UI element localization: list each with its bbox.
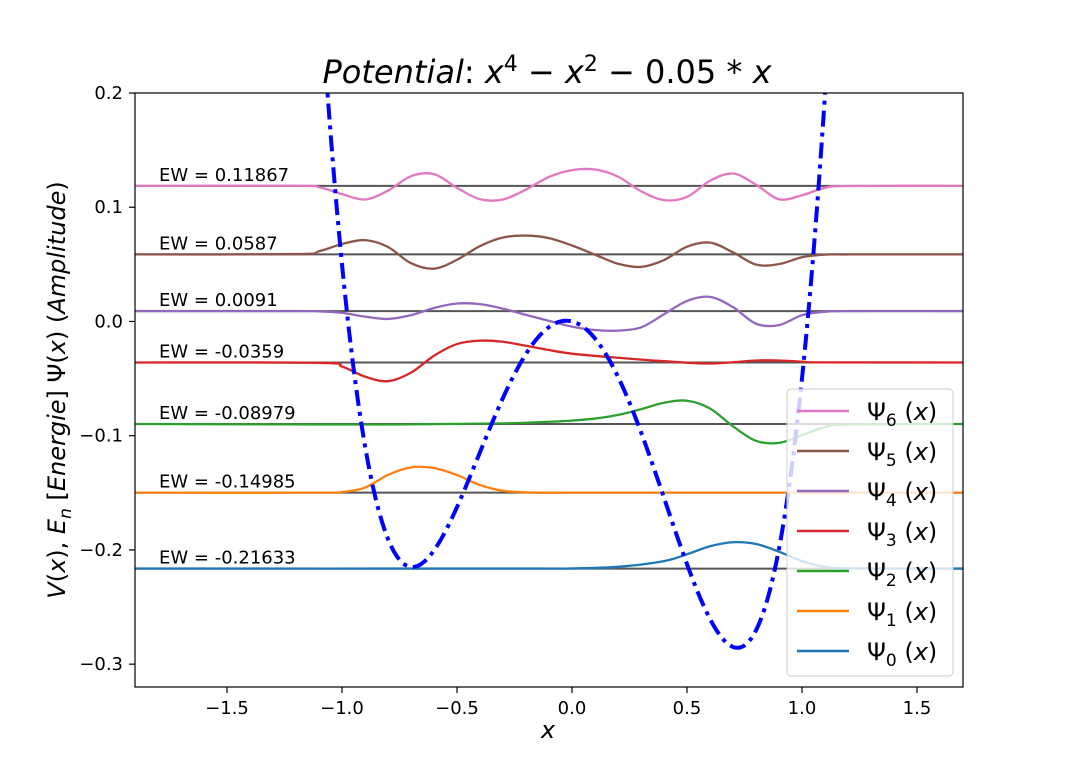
energy-label-6: EW = 0.11867 (159, 165, 289, 186)
y-tick-label: 0.1 (94, 197, 123, 218)
energy-labels: EW = -0.21633 EW = -0.14985 EW = -0.08979 E… (159, 165, 296, 569)
energy-label-5: EW = 0.0587 (159, 233, 278, 254)
y-tick-label: 0.2 (94, 83, 123, 104)
energy-label-2: EW = -0.08979 (159, 403, 296, 424)
x-tick-label: 1.0 (788, 698, 817, 719)
plot-frame (134, 92, 964, 688)
legend-label-psi-6: Ψ6 (x) (867, 398, 937, 431)
y-tick-label: −0.2 (79, 540, 123, 561)
axes: −1.5 −1.0 −0.5 0.0 0.5 1.0 1.5 0.2 0.1 0.0 −0.1 −0.… (79, 83, 964, 719)
potential-curve (325, 93, 828, 650)
legend-label-psi-2: Ψ2 (x) (867, 558, 937, 591)
energy-label-1: EW = -0.14985 (159, 472, 296, 493)
energy-label-4: EW = 0.0091 (159, 290, 278, 311)
x-tick-label: −1.0 (320, 698, 364, 719)
energy-label-3: EW = -0.0359 (159, 341, 284, 362)
legend-label-psi-3: Ψ3 (x) (867, 518, 937, 551)
x-tick-label: 1.5 (903, 698, 932, 719)
legend: Ψ6 (x) Ψ5 (x) Ψ4 (x) Ψ3 (x) Ψ2 (x) Ψ1 (x) Ψ0 (… (786, 388, 954, 677)
x-tick-label: 0.5 (673, 698, 702, 719)
legend-label-psi-1: Ψ1 (x) (867, 598, 937, 631)
energy-label-0: EW = -0.21633 (159, 548, 296, 569)
legend-label-psi-4: Ψ4 (x) (867, 478, 937, 511)
x-tick-label: −0.5 (435, 698, 479, 719)
wavefunction-psi-4 (135, 295, 963, 332)
wavefunction-psi-3 (135, 339, 963, 383)
x-tick-label: −1.5 (205, 698, 249, 719)
legend-label-psi-5: Ψ5 (x) (867, 438, 937, 471)
x-tick-label: 0.0 (558, 698, 587, 719)
legend-label-psi-0: Ψ0 (x) (867, 638, 937, 671)
y-tick-label: −0.1 (79, 426, 123, 447)
wavefunction-psi-6 (135, 167, 963, 202)
chart-title: Potential: x4 − x2 − 0.05 * x (323, 52, 773, 91)
legend-box (786, 388, 954, 677)
y-tick-label: 0.0 (94, 311, 123, 332)
wavefunction-psi-1 (135, 465, 963, 494)
y-tick-label: −0.3 (79, 654, 123, 675)
x-axis-label: x (540, 716, 556, 744)
wavefunction-psi-5 (135, 234, 963, 270)
y-axis-label: V(x), En [Energie] Ψ(x) (Amplitude) (43, 181, 76, 598)
